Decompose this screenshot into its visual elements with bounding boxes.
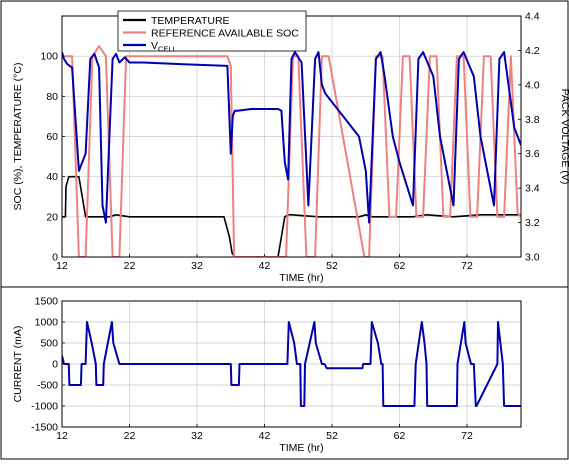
y2-tick-label: 3.0 (525, 252, 540, 264)
y-tick-label: 60 (46, 131, 58, 143)
legend-label: REFERENCE AVAILABLE SOC (151, 28, 299, 40)
x-tick-label: 52 (326, 430, 338, 442)
x-tick-label: 32 (191, 260, 203, 272)
legend-label-text: REFERENCE AVAILABLE SOC (151, 28, 299, 40)
y2-tick-label: 4.4 (525, 11, 540, 23)
x-tick-label: 72 (461, 430, 473, 442)
y-tick-label: 100 (40, 51, 58, 63)
y-tick-label: 500 (40, 338, 58, 350)
y-axis-label: SOC (%), TEMPERATURE (°C) (12, 63, 24, 211)
x-tick-label: 42 (259, 430, 271, 442)
series-line-vcell (62, 51, 521, 224)
y2-axis-label: PACK VOLTAGE (V) (559, 89, 569, 185)
series-line-temperature (62, 175, 521, 257)
legend-label-text: V (151, 40, 158, 52)
x-axis-label: TIME (hr) (279, 442, 323, 454)
y-tick-label: 1000 (35, 317, 59, 329)
x-tick-label: 62 (394, 260, 406, 272)
y-tick-label: 0 (52, 359, 58, 371)
series-line-current (62, 321, 521, 407)
y-tick-label: 1500 (35, 296, 59, 308)
y2-tick-label: 3.4 (525, 183, 540, 195)
top-chart: 12 22 32 42 52 62 72 0 20 40 60 80 100 3.0 3.2 3.4 3.6 3.… (12, 11, 569, 285)
x-tick-label: 62 (394, 430, 406, 442)
legend-label: TEMPERATURE (151, 15, 230, 27)
y2-tick-label: 3.8 (525, 114, 540, 126)
y2-tick-label: 3.2 (525, 217, 540, 229)
x-tick-label: 22 (124, 260, 136, 272)
legend-label-text: TEMPERATURE (151, 15, 230, 27)
y-tick-label: 40 (46, 171, 58, 183)
y-tick-label: 0 (52, 252, 58, 264)
y-tick-label: -500 (37, 380, 58, 392)
y-axis-label: CURRENT (mA) (12, 326, 24, 403)
plot-frame (61, 300, 522, 428)
bottom-chart: 12 22 32 42 52 62 72 -1500 -1000 -500 0 500 1000 1500… (12, 296, 522, 454)
legend-box (117, 10, 307, 52)
y-tick-label: -1000 (31, 401, 58, 413)
x-tick-label: 12 (56, 430, 68, 442)
x-tick-label: 52 (326, 260, 338, 272)
legend-label-subscript: CELL (158, 45, 177, 54)
x-axis-label: TIME (hr) (279, 272, 323, 284)
y-tick-label: 20 (46, 211, 58, 223)
y-tick-label: -1500 (31, 422, 58, 434)
x-tick-label: 72 (461, 260, 473, 272)
y2-tick-label: 4.0 (525, 79, 540, 91)
legend-label: VCELL (151, 40, 177, 54)
y2-tick-label: 3.6 (525, 148, 540, 160)
series-line-reference-available-soc (62, 45, 521, 257)
x-tick-label: 12 (56, 260, 68, 272)
y-tick-label: 80 (46, 91, 58, 103)
x-tick-label: 32 (191, 430, 203, 442)
x-tick-label: 22 (124, 430, 136, 442)
y2-tick-label: 4.2 (525, 45, 540, 57)
x-tick-label: 42 (259, 260, 271, 272)
